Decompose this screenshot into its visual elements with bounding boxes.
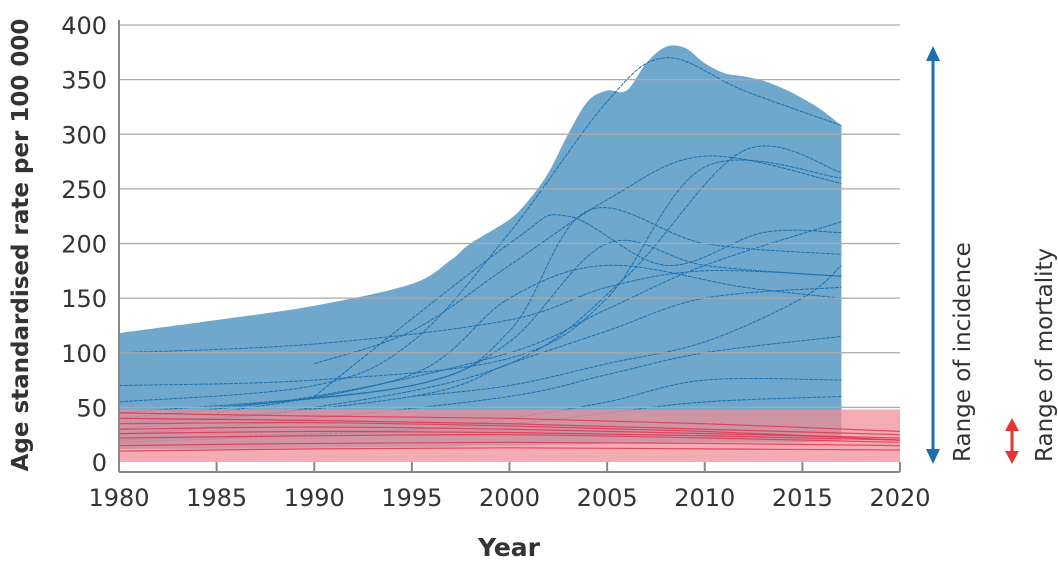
axes: 1980 1985 1990 1995 2000 2005 2010 2015 2020 0 50 1… [61, 12, 930, 512]
x-tick-label: 2015 [772, 484, 833, 512]
mortality-label: Range of mortality [1032, 248, 1058, 462]
incidence-series-line [118, 159, 842, 387]
mortality-series-line [118, 412, 901, 433]
incidence-series-line [313, 214, 842, 397]
y-tick-label: 50 [76, 394, 107, 422]
x-tick-label: 2005 [577, 484, 638, 512]
incidence-series-line [118, 270, 842, 354]
incidence-range-area [119, 45, 842, 449]
x-tick-label: 1995 [381, 484, 442, 512]
mortality-series-line [118, 430, 901, 441]
x-tick-label: 1990 [284, 484, 345, 512]
y-tick-label: 250 [61, 176, 107, 204]
x-tick-label: 2000 [479, 484, 540, 512]
gridlines [119, 24, 900, 409]
incidence-series-line [314, 155, 842, 365]
mortality-series-line [118, 422, 901, 441]
y-tick-label: 150 [61, 285, 107, 313]
y-tick-label: 200 [61, 231, 107, 259]
x-axis-label: Year [477, 533, 541, 562]
mortality-series-line [118, 426, 901, 439]
areas [119, 45, 842, 449]
incidence-arrow [926, 46, 940, 464]
mortality-series-line [118, 417, 901, 436]
incidence-series-line [118, 221, 842, 419]
y-tick-label: 100 [61, 340, 107, 368]
y-tick-label: 350 [61, 67, 107, 95]
y-tick-label: 400 [61, 12, 107, 40]
mortality-series-line [118, 441, 901, 447]
y-axis-label: Age standardised rate per 100 000 [8, 19, 34, 472]
y-tick-label: 300 [61, 121, 107, 149]
x-tick-label: 2010 [674, 484, 735, 512]
mortality-series-line [118, 434, 901, 443]
incidence-series-line [118, 57, 842, 403]
y-tick-label: 0 [92, 449, 107, 477]
incidence-series-line [216, 264, 842, 414]
x-tick-label: 1980 [88, 484, 149, 512]
x-tick-label: 1985 [186, 484, 247, 512]
mortality-series-line [118, 447, 901, 452]
mortality-arrow [1005, 418, 1019, 464]
x-tick-label: 2020 [869, 484, 930, 512]
incidence-label: Range of incidence [950, 242, 976, 462]
incidence-series-line [216, 239, 842, 408]
